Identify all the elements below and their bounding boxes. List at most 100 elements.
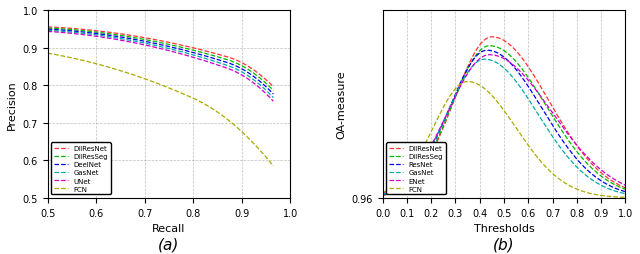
DilResSeg	[182, 47, 189, 51]
FCN	[511, 124, 518, 128]
Line: DilResSeg: DilResSeg	[47, 29, 273, 91]
Line: GasNet: GasNet	[47, 31, 273, 98]
DeelNet	[269, 93, 277, 96]
DilResSeg	[621, 188, 629, 191]
DilResNet	[248, 68, 256, 71]
ENet	[579, 150, 586, 153]
DilResSeg	[579, 157, 586, 160]
Text: (b): (b)	[493, 237, 515, 252]
ResNet	[483, 50, 491, 53]
ENet	[616, 181, 624, 184]
Text: (a): (a)	[158, 237, 180, 252]
GasNet	[621, 193, 629, 196]
ENet	[524, 79, 531, 82]
FCN	[182, 94, 189, 97]
DilResSeg	[248, 71, 256, 74]
DilResNet	[621, 187, 629, 190]
FCN	[379, 191, 387, 194]
DeelNet	[182, 50, 189, 53]
Line: ResNet: ResNet	[383, 51, 625, 195]
DeelNet	[234, 66, 242, 69]
GasNet	[178, 51, 186, 54]
DilResSeg	[496, 47, 504, 51]
Line: FCN: FCN	[383, 82, 625, 198]
DeelNet	[248, 75, 256, 78]
DilResNet	[45, 26, 52, 29]
GasNet	[579, 171, 586, 174]
GasNet	[524, 97, 531, 100]
Y-axis label: OA-measure: OA-measure	[336, 70, 346, 139]
ResNet	[616, 189, 624, 192]
ResNet	[511, 67, 518, 70]
DilResSeg	[269, 89, 277, 92]
ResNet	[495, 53, 502, 56]
DilResSeg	[511, 59, 518, 62]
DilResNet	[234, 60, 242, 63]
DilResNet	[511, 49, 518, 52]
DeelNet	[44, 28, 51, 31]
DilResNet	[44, 26, 51, 29]
GasNet	[177, 51, 185, 54]
GasNet	[495, 63, 502, 66]
DilResNet	[269, 86, 277, 89]
ResNet	[496, 54, 504, 57]
ENet	[486, 54, 493, 57]
DilResSeg	[234, 63, 242, 66]
X-axis label: Thresholds: Thresholds	[474, 223, 534, 233]
DilResSeg	[379, 194, 387, 197]
DilResNet	[177, 44, 185, 47]
ENet	[511, 65, 518, 68]
ResNet	[579, 164, 586, 167]
DilResSeg	[495, 47, 502, 50]
Line: DilResNet: DilResNet	[47, 28, 273, 87]
Line: UNet: UNet	[47, 32, 273, 102]
FCN	[621, 196, 629, 199]
DilResNet	[178, 44, 186, 47]
Line: DeelNet: DeelNet	[47, 30, 273, 95]
DilResSeg	[44, 27, 51, 30]
ENet	[379, 192, 387, 195]
DilResSeg	[616, 186, 624, 189]
UNet	[269, 100, 277, 103]
ResNet	[379, 193, 387, 196]
Legend: DilResNet, DilResSeg, ResNet, GasNet, ENet, FCN: DilResNet, DilResSeg, ResNet, GasNet, EN…	[386, 143, 445, 195]
UNet	[248, 81, 256, 84]
GasNet	[44, 30, 51, 33]
FCN	[44, 52, 51, 55]
FCN	[234, 127, 242, 130]
Y-axis label: Precision: Precision	[7, 80, 17, 129]
DeelNet	[178, 49, 186, 52]
GasNet	[379, 193, 387, 196]
Line: DilResSeg: DilResSeg	[383, 46, 625, 195]
DilResSeg	[45, 27, 52, 30]
FCN	[579, 190, 586, 193]
GasNet	[511, 78, 518, 82]
GasNet	[182, 52, 189, 55]
FCN	[495, 102, 502, 105]
DilResNet	[488, 36, 496, 39]
FCN	[45, 53, 52, 56]
DilResNet	[182, 45, 189, 49]
GasNet	[496, 64, 504, 67]
DilResNet	[379, 194, 387, 197]
DilResNet	[616, 184, 624, 187]
DilResNet	[495, 37, 502, 40]
Line: GasNet: GasNet	[383, 60, 625, 195]
Legend: DilResNet, DilResSeg, DeelNet, GasNet, UNet, FCN: DilResNet, DilResSeg, DeelNet, GasNet, U…	[51, 143, 111, 195]
FCN	[248, 141, 256, 144]
ResNet	[524, 85, 531, 88]
UNet	[182, 54, 189, 57]
UNet	[45, 31, 52, 34]
FCN	[524, 144, 531, 147]
ENet	[495, 55, 502, 58]
X-axis label: Recall: Recall	[152, 223, 186, 233]
GasNet	[248, 78, 256, 81]
GasNet	[269, 97, 277, 100]
FCN	[177, 92, 185, 95]
FCN	[464, 81, 472, 84]
DilResSeg	[524, 76, 531, 79]
DeelNet	[45, 28, 52, 31]
DilResNet	[579, 151, 586, 154]
ResNet	[621, 190, 629, 194]
ENet	[621, 184, 629, 187]
